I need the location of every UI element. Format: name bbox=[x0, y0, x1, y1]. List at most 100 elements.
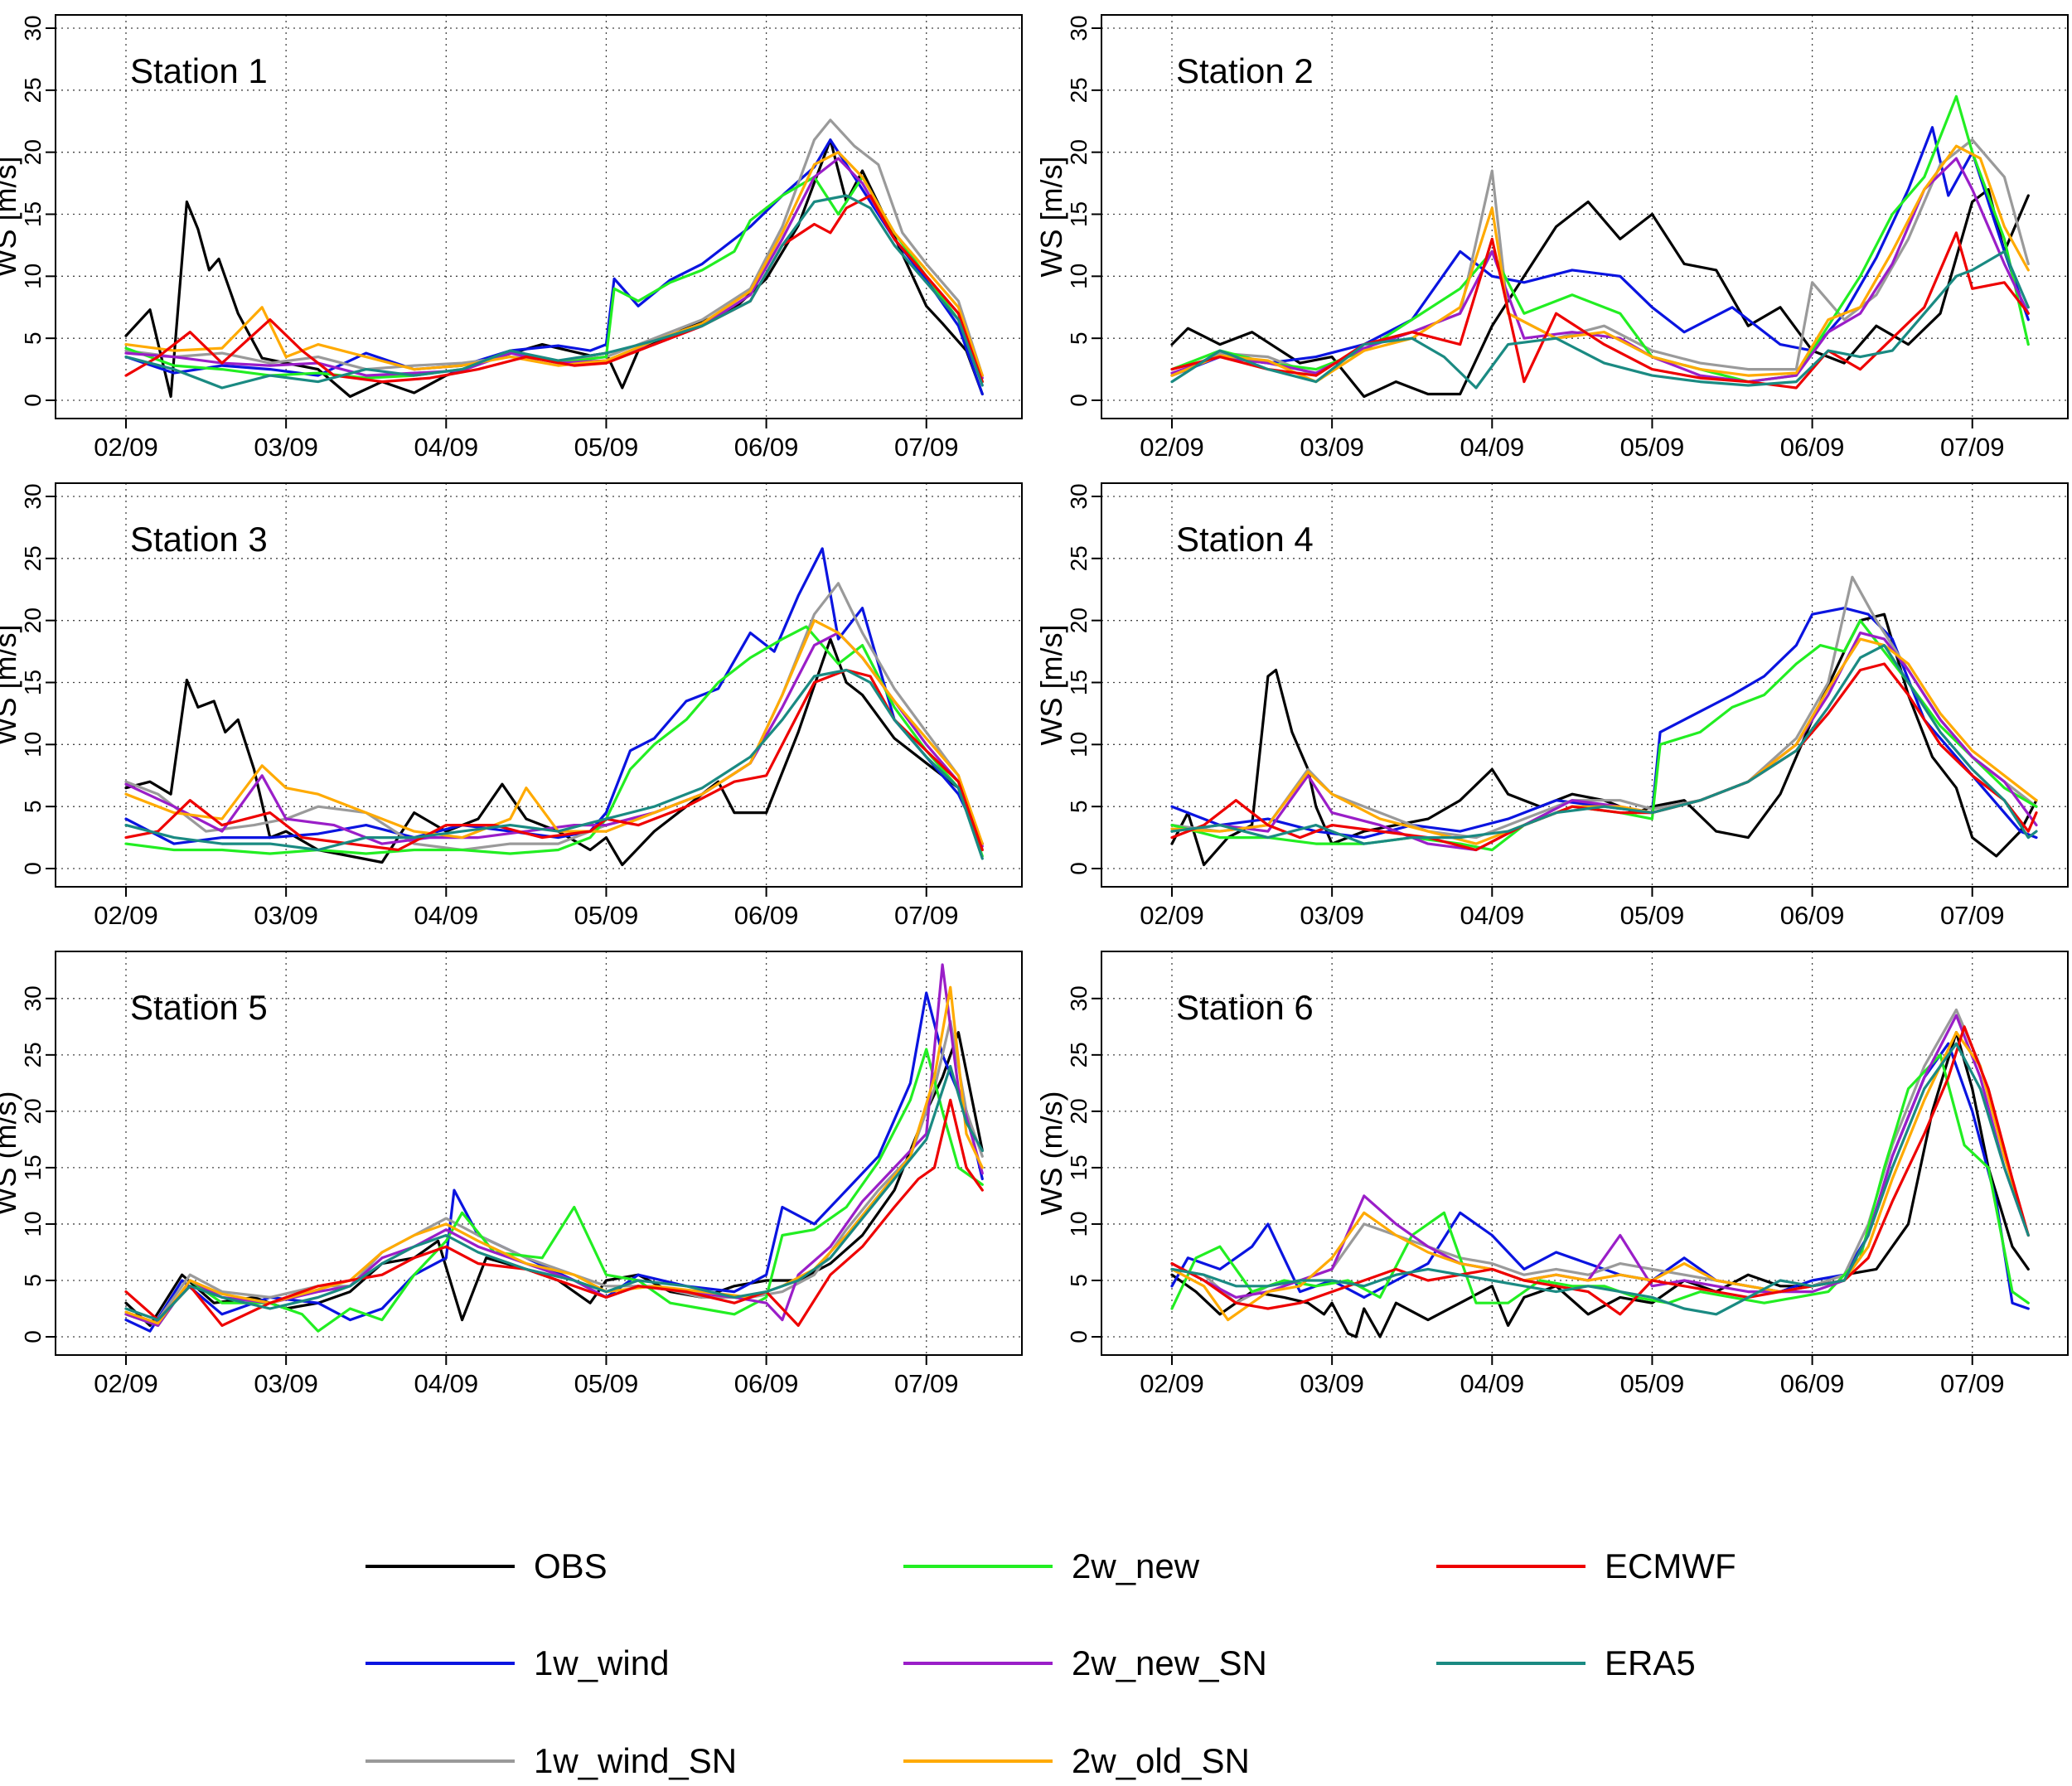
station-3-line-obs bbox=[124, 637, 984, 867]
station-1-ylabel: WS [m/s] bbox=[0, 157, 22, 278]
station-4-ytick-label-0: 0 bbox=[1066, 862, 1092, 875]
station-5-xtick-label-03-09: 03/09 bbox=[254, 1369, 318, 1398]
station-4-ytick-label-10: 10 bbox=[1066, 732, 1092, 757]
legend-label-ecmwf: ECMWF bbox=[1605, 1546, 1736, 1585]
station-1-ytick-label-5: 5 bbox=[20, 332, 46, 345]
station-2-ytick-label-25: 25 bbox=[1066, 77, 1092, 103]
legend-entry-era5: ERA5 bbox=[1436, 1643, 1696, 1682]
station-4-xtick-label-04-09: 04/09 bbox=[1460, 901, 1525, 930]
chart-panels: 0 5 10 15 20 25 30 02/09 03/09 04/09 05/09 06/09 07/… bbox=[0, 14, 2069, 1398]
station-6-xtick-label-05-09: 05/09 bbox=[1620, 1369, 1685, 1398]
station-1-ytick-label-10: 10 bbox=[20, 264, 46, 289]
station-5-ytick-label-15: 15 bbox=[20, 1154, 46, 1180]
legend-label-1w-wind: 1w_wind bbox=[534, 1643, 669, 1682]
station-2-frame bbox=[1101, 14, 2069, 419]
station-3-xtick-label-02-09: 02/09 bbox=[94, 901, 158, 930]
station-3-ytick-label-15: 15 bbox=[20, 670, 46, 695]
station-3-ylabel: WS [m/s] bbox=[0, 625, 22, 746]
station-1-panel: 0 5 10 15 20 25 30 02/09 03/09 04/09 05/09 06/09 07/… bbox=[0, 14, 1023, 462]
station-6-ytick-label-5: 5 bbox=[1066, 1274, 1092, 1287]
station-6-ytick-label-30: 30 bbox=[1066, 985, 1092, 1011]
station-3-xtick-label-05-09: 05/09 bbox=[574, 901, 639, 930]
legend-label-1w-wind-sn: 1w_wind_SN bbox=[534, 1741, 737, 1780]
station-5-series bbox=[124, 963, 984, 1333]
station-2-grid bbox=[1101, 15, 2068, 419]
station-1-xtick-label-05-09: 05/09 bbox=[574, 433, 639, 462]
legend-label-obs: OBS bbox=[534, 1546, 608, 1585]
station-2-ytick-label-20: 20 bbox=[1066, 139, 1092, 165]
station-5-label: Station 5 bbox=[130, 988, 268, 1027]
station-6-xtick-label-03-09: 03/09 bbox=[1300, 1369, 1364, 1398]
station-3-xtick-label-04-09: 04/09 bbox=[414, 901, 479, 930]
station-1-xtick-label-07-09: 07/09 bbox=[894, 433, 959, 462]
station-5-frame bbox=[55, 951, 1023, 1356]
station-2-series bbox=[1170, 94, 2030, 399]
station-1-ytick-label-30: 30 bbox=[20, 15, 46, 41]
station-1-line-2w-old-sn bbox=[124, 151, 984, 377]
station-1-frame bbox=[55, 14, 1023, 419]
station-4-ytick-label-30: 30 bbox=[1066, 483, 1092, 509]
legend: OBS 2w_new ECMWF 1w_wind 2w_new_SN ERA5 1w_win… bbox=[366, 1546, 1736, 1780]
station-6-line-ecmwf bbox=[1170, 1025, 2030, 1316]
station-3-line-1w-wind bbox=[124, 547, 984, 845]
station-4-series bbox=[1170, 575, 2038, 867]
station-2-ytick-label-0: 0 bbox=[1066, 394, 1092, 407]
station-2-line-era5 bbox=[1170, 249, 2030, 390]
station-4-xtick-label-06-09: 06/09 bbox=[1780, 901, 1845, 930]
station-5-line-2w-new bbox=[124, 1048, 984, 1333]
station-3-panel: 0 5 10 15 20 25 30 02/09 03/09 04/09 05/09 06/09 07/… bbox=[0, 482, 1023, 930]
station-2-xtick-label-06-09: 06/09 bbox=[1780, 433, 1845, 462]
station-1-series bbox=[124, 119, 984, 399]
station-2-ytick-label-5: 5 bbox=[1066, 332, 1092, 345]
station-3-line-era5 bbox=[124, 668, 984, 860]
station-1-xtick-label-02-09: 02/09 bbox=[94, 433, 158, 462]
station-6-frame bbox=[1101, 951, 2069, 1356]
station-4-panel: 0 5 10 15 20 25 30 02/09 03/09 04/09 05/09 06/09 07/… bbox=[1034, 482, 2069, 930]
station-5-line-ecmwf bbox=[124, 1098, 984, 1328]
station-3-label: Station 3 bbox=[130, 520, 268, 559]
station-1-line-1w-wind-sn bbox=[124, 119, 984, 377]
station-3-ytick-label-25: 25 bbox=[20, 545, 46, 571]
station-4-ytick-label-20: 20 bbox=[1066, 607, 1092, 633]
station-4-line-era5 bbox=[1170, 643, 2038, 845]
station-3-ytick-label-0: 0 bbox=[20, 862, 46, 875]
station-4-frame bbox=[1101, 482, 2069, 888]
station-4-label: Station 4 bbox=[1176, 520, 1314, 559]
station-1-line-era5 bbox=[124, 194, 984, 390]
station-2-xtick-label-02-09: 02/09 bbox=[1140, 433, 1204, 462]
station-1-ytick-label-20: 20 bbox=[20, 139, 46, 165]
station-6-panel: 0 5 10 15 20 25 30 02/09 03/09 04/09 05/09 06/09 07/… bbox=[1034, 951, 2069, 1398]
station-1-xtick-label-04-09: 04/09 bbox=[414, 433, 479, 462]
station-6-xtick-label-04-09: 04/09 bbox=[1460, 1369, 1525, 1398]
station-1-xtick-label-03-09: 03/09 bbox=[254, 433, 318, 462]
station-3-ytick-label-20: 20 bbox=[20, 607, 46, 633]
station-5-xtick-label-02-09: 02/09 bbox=[94, 1369, 158, 1398]
legend-entry-2w-new: 2w_new bbox=[903, 1546, 1200, 1585]
station-6-line-2w-new-sn bbox=[1170, 1014, 2030, 1300]
station-3-xtick-label-03-09: 03/09 bbox=[254, 901, 318, 930]
station-6-ytick-label-15: 15 bbox=[1066, 1154, 1092, 1180]
station-5-xtick-label-06-09: 06/09 bbox=[734, 1369, 799, 1398]
station-6-line-obs bbox=[1170, 1030, 2030, 1338]
legend-label-2w-old-sn: 2w_old_SN bbox=[1072, 1741, 1250, 1780]
legend-entry-1w-wind: 1w_wind bbox=[366, 1643, 669, 1682]
station-5-ytick-label-10: 10 bbox=[20, 1211, 46, 1237]
legend-entry-2w-new-sn: 2w_new_SN bbox=[903, 1643, 1267, 1682]
station-4-ylabel: WS [m/s] bbox=[1034, 625, 1068, 746]
station-6-xtick-label-02-09: 02/09 bbox=[1140, 1369, 1204, 1398]
station-5-ytick-label-5: 5 bbox=[20, 1274, 46, 1287]
legend-label-2w-new-sn: 2w_new_SN bbox=[1072, 1643, 1267, 1682]
station-5-ytick-label-0: 0 bbox=[20, 1330, 46, 1343]
station-2-label: Station 2 bbox=[1176, 51, 1314, 90]
station-4-ytick-label-5: 5 bbox=[1066, 800, 1092, 813]
station-5-ytick-label-30: 30 bbox=[20, 985, 46, 1011]
station-1-line-1w-wind bbox=[124, 138, 984, 396]
station-2-line-ecmwf bbox=[1170, 231, 2030, 390]
station-3-xtick-label-07-09: 07/09 bbox=[894, 901, 959, 930]
station-6-line-2w-old-sn bbox=[1170, 1030, 2030, 1322]
station-5-grid bbox=[56, 951, 1022, 1355]
legend-entry-2w-old-sn: 2w_old_SN bbox=[903, 1741, 1250, 1780]
station-5-ytick-label-20: 20 bbox=[20, 1098, 46, 1124]
